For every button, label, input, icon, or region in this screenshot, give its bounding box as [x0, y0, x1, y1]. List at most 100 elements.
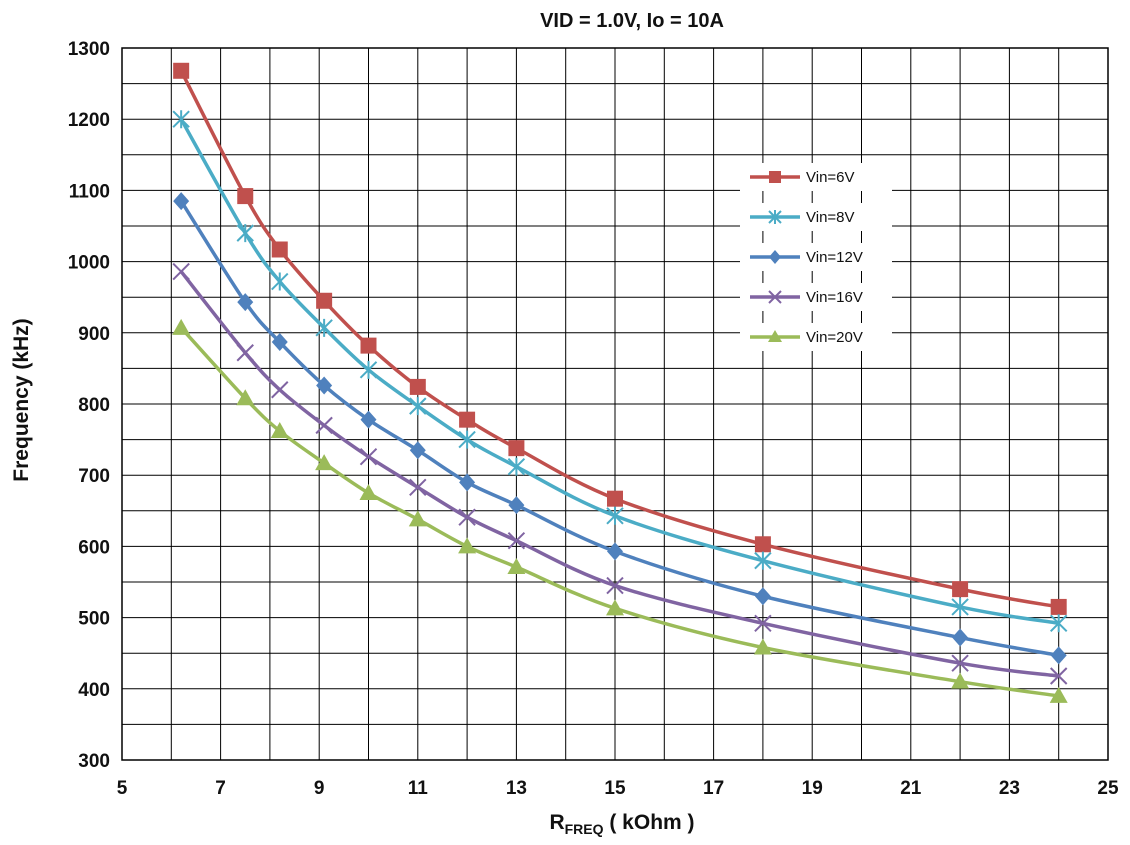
- data-point-marker: [359, 360, 378, 379]
- y-tick-label: 1300: [68, 39, 110, 60]
- x-axis-label-subscript: FREQ: [565, 821, 604, 837]
- y-tick-label: 1100: [69, 181, 110, 202]
- data-point-marker: [606, 599, 624, 616]
- data-point-marker: [952, 581, 969, 598]
- data-point-marker: [606, 576, 624, 595]
- y-tick-label: 1000: [68, 253, 110, 274]
- data-point-marker: [271, 241, 288, 258]
- data-point-marker: [315, 318, 333, 337]
- data-point-marker: [459, 411, 476, 428]
- x-tick-label: 23: [999, 778, 1020, 799]
- data-point-marker: [409, 441, 426, 460]
- data-point-marker: [271, 272, 289, 291]
- legend-label: Vin=12V: [806, 249, 863, 266]
- x-tick-label: 11: [408, 778, 429, 799]
- y-tick-label: 400: [78, 680, 110, 701]
- data-point-marker: [271, 333, 288, 352]
- x-tick-label: 21: [900, 778, 922, 799]
- x-tick-label: 13: [506, 778, 527, 799]
- legend-label: Vin=20V: [806, 329, 863, 346]
- data-point-marker: [459, 473, 476, 492]
- data-point-marker: [754, 614, 772, 633]
- x-tick-label: 7: [215, 778, 226, 799]
- x-tick-label: 19: [802, 778, 823, 799]
- data-point-marker: [236, 389, 255, 406]
- data-point-marker: [316, 376, 333, 395]
- data-point-marker: [270, 422, 289, 439]
- data-point-marker: [237, 188, 254, 205]
- data-point-marker: [271, 381, 289, 399]
- data-point-marker: [359, 447, 378, 466]
- data-point-marker: [458, 430, 476, 449]
- y-tick-label: 700: [78, 466, 110, 487]
- data-point-marker: [315, 454, 334, 471]
- data-point-marker: [236, 344, 254, 362]
- data-point-marker: [172, 318, 191, 335]
- data-point-marker: [1049, 614, 1068, 633]
- data-point-marker: [316, 292, 333, 309]
- data-point-marker: [508, 496, 525, 515]
- data-point-marker: [409, 397, 427, 416]
- x-tick-labels: 5 7 9 11 13 15 17 19 21 23 25: [117, 778, 1119, 799]
- y-tick-label: 300: [78, 751, 110, 772]
- x-tick-label: 9: [314, 778, 325, 799]
- y-tick-label: 800: [78, 395, 110, 416]
- x-axis-label: RFREQ ( kOhm ): [549, 811, 694, 837]
- x-tick-label: 25: [1097, 778, 1119, 799]
- y-tick-label: 900: [78, 324, 110, 345]
- data-point-marker: [458, 537, 477, 554]
- data-point-marker: [1050, 598, 1067, 615]
- data-point-marker: [507, 457, 526, 476]
- data-point-marker: [409, 378, 426, 395]
- data-point-marker: [173, 62, 190, 79]
- y-tick-label: 500: [78, 609, 110, 630]
- data-point-marker: [507, 531, 526, 550]
- legend-label: Vin=6V: [806, 169, 855, 186]
- x-axis-label-main: R: [549, 811, 564, 834]
- x-axis-label-unit: ( kOhm ): [604, 811, 695, 834]
- data-point-marker: [173, 192, 190, 211]
- series-vin-6v: [173, 62, 1067, 615]
- data-point-marker: [952, 628, 969, 647]
- data-point-marker: [360, 337, 377, 354]
- legend-marker: [769, 250, 781, 264]
- series-vin-12v: [173, 192, 1067, 665]
- data-point-marker: [951, 672, 970, 689]
- data-point-marker: [951, 597, 969, 616]
- data-point-marker: [754, 536, 771, 553]
- data-point-marker: [1049, 667, 1068, 685]
- data-point-marker: [607, 542, 623, 561]
- x-tick-label: 17: [703, 778, 724, 799]
- x-tick-label: 5: [117, 778, 128, 799]
- data-point-marker: [172, 110, 190, 129]
- data-point-marker: [508, 440, 525, 457]
- data-point-marker: [607, 490, 623, 507]
- data-point-marker: [753, 638, 772, 655]
- grid-lines: [121, 47, 1109, 761]
- legend: Vin=6V Vin=8V Vin=12V Vin=16V Vin=20V: [740, 163, 892, 351]
- series-vin-8v: [172, 110, 1068, 633]
- data-point-marker: [458, 508, 476, 526]
- data-point-marker: [408, 510, 427, 527]
- legend-marker: [769, 171, 781, 183]
- y-tick-label: 1200: [68, 110, 110, 131]
- data-point-marker: [237, 293, 254, 312]
- legend-marker: [768, 330, 782, 342]
- data-point-marker: [315, 416, 333, 435]
- chart-title: VID = 1.0V, Io = 10A: [540, 10, 724, 32]
- data-point-marker: [606, 506, 624, 525]
- series-lines: [172, 62, 1068, 703]
- y-tick-label: 600: [78, 537, 110, 558]
- series-vin-16v: [172, 262, 1068, 685]
- series-vin-20v: [172, 318, 1068, 703]
- data-point-marker: [754, 551, 772, 570]
- data-point-marker: [359, 484, 378, 500]
- data-point-marker: [1049, 686, 1068, 703]
- legend-label: Vin=16V: [806, 289, 863, 306]
- data-point-marker: [507, 558, 526, 575]
- data-point-marker: [1050, 646, 1067, 665]
- data-point-marker: [409, 478, 427, 497]
- data-point-marker: [360, 410, 377, 429]
